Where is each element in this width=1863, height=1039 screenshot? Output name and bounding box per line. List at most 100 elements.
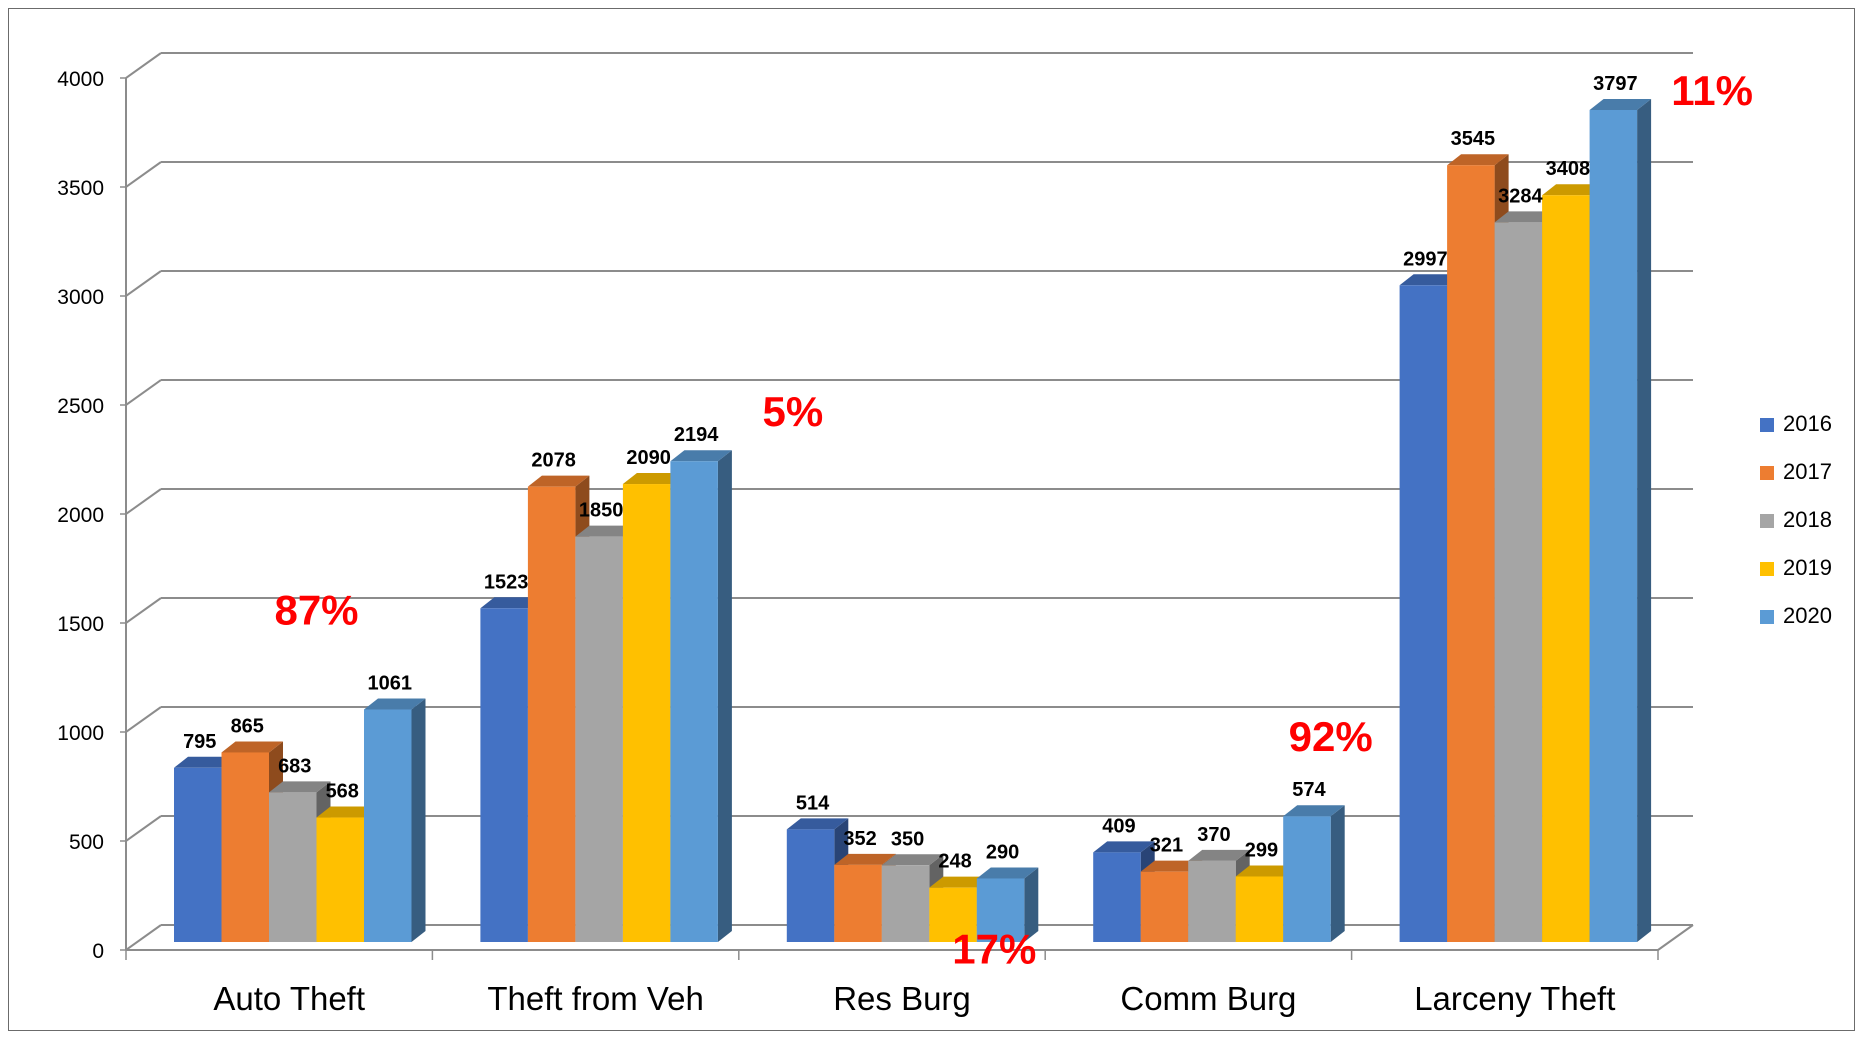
bar-top: [1447, 154, 1509, 166]
bar-top: [670, 450, 732, 462]
gridline-depth: [125, 488, 162, 515]
bar: [316, 817, 364, 942]
percent-change-annotation: 92%: [1289, 713, 1373, 760]
gridline-depth: [125, 815, 162, 842]
data-label: 1523: [484, 571, 529, 593]
data-label: 370: [1197, 824, 1230, 846]
data-label: 683: [278, 755, 311, 777]
bar-top: [527, 475, 590, 487]
legend-label: 2018: [1783, 507, 1832, 532]
data-label: 514: [796, 792, 830, 814]
bar: [1589, 110, 1638, 942]
legend-label: 2020: [1783, 603, 1832, 628]
gridline-depth: [125, 161, 162, 188]
data-label: 290: [986, 841, 1019, 863]
bar-side: [1637, 99, 1652, 942]
percent-change-annotation: 87%: [274, 587, 358, 634]
bar-top: [575, 525, 637, 537]
data-label: 3545: [1451, 128, 1496, 150]
y-tick-label: 3000: [57, 286, 104, 309]
annotations: 87% 5% 17% 92% 11%: [274, 67, 1753, 972]
bar-side: [717, 450, 732, 942]
bar-top: [1140, 860, 1203, 872]
bar: [834, 864, 882, 942]
bar: [1235, 876, 1284, 942]
legend-label: 2017: [1783, 459, 1832, 484]
data-label: 2997: [1403, 248, 1448, 270]
bar-top: [364, 698, 426, 710]
bar: [1447, 165, 1495, 942]
y-tick-label: 500: [69, 831, 104, 854]
data-label: 350: [891, 828, 924, 850]
bar-top: [1589, 99, 1652, 110]
bar: [670, 461, 718, 942]
gridline-depth: [125, 379, 162, 406]
bar-top: [174, 756, 236, 768]
x-tick-label: Comm Burg: [1120, 980, 1296, 1017]
x-tick-label: Larceny Theft: [1414, 980, 1615, 1017]
y-axis: 0 500 1000 1500 2000 2500 3000 3500 4000: [57, 68, 127, 963]
data-label: 3408: [1546, 158, 1591, 180]
bar-top: [1399, 274, 1462, 286]
bar-top: [622, 473, 685, 485]
x-tick-label: Theft from Veh: [487, 980, 703, 1017]
data-label: 568: [326, 781, 359, 803]
data-label: 574: [1292, 779, 1326, 801]
bar-top: [786, 818, 849, 830]
x-tick-label: Res Burg: [833, 980, 971, 1017]
legend-swatch: [1760, 562, 1774, 576]
x-axis: Auto Theft Theft from Veh Res Burg Comm Bur…: [125, 924, 1694, 1017]
y-tick-label: 2000: [57, 504, 104, 527]
bar-top: [316, 806, 378, 818]
gridline-depth: [125, 270, 162, 297]
bar: [364, 709, 412, 942]
bar-side: [1024, 867, 1039, 942]
bar: [1283, 816, 1331, 942]
legend-label: 2019: [1783, 555, 1832, 580]
gridline-depth: [125, 52, 162, 79]
data-label: 321: [1150, 835, 1183, 857]
bar-top: [834, 853, 896, 865]
bar-top: [1283, 805, 1345, 817]
bar-top: [269, 781, 331, 793]
bar-side: [411, 698, 426, 942]
bar: [1542, 195, 1590, 943]
bar-top: [976, 867, 1039, 879]
bar: [976, 878, 1025, 942]
data-label: 1061: [368, 673, 413, 695]
bars: [174, 99, 1652, 943]
bar: [174, 767, 222, 942]
bar-top: [929, 876, 991, 888]
bar: [1399, 285, 1448, 943]
y-tick-label: 0: [92, 940, 104, 963]
x-axis-depth: [1657, 924, 1694, 951]
bar-top: [480, 597, 542, 609]
data-label: 248: [938, 851, 971, 873]
data-label: 1850: [579, 500, 624, 522]
percent-change-annotation: 5%: [763, 388, 824, 435]
data-label: 2090: [626, 447, 671, 469]
bar: [881, 865, 930, 942]
y-tick-label: 3500: [57, 177, 104, 200]
legend-swatch: [1760, 418, 1774, 432]
bar: [480, 608, 528, 942]
bar: [575, 536, 623, 942]
bar: [929, 887, 977, 942]
bar-top: [1235, 865, 1298, 877]
bar-top: [221, 741, 283, 753]
bar-side: [1330, 805, 1345, 942]
bar: [1494, 222, 1543, 942]
data-label: 865: [231, 715, 264, 737]
gridline-depth: [125, 597, 162, 624]
percent-change-annotation: 11%: [1671, 67, 1753, 114]
bar-top: [1542, 184, 1604, 196]
bar: [269, 792, 317, 942]
bar: [622, 484, 671, 942]
data-label: 352: [843, 828, 876, 850]
gridline-depth: [125, 706, 162, 733]
percent-change-annotation: 17%: [952, 925, 1036, 972]
legend-label: 2016: [1783, 411, 1832, 436]
bar: [1093, 852, 1141, 942]
